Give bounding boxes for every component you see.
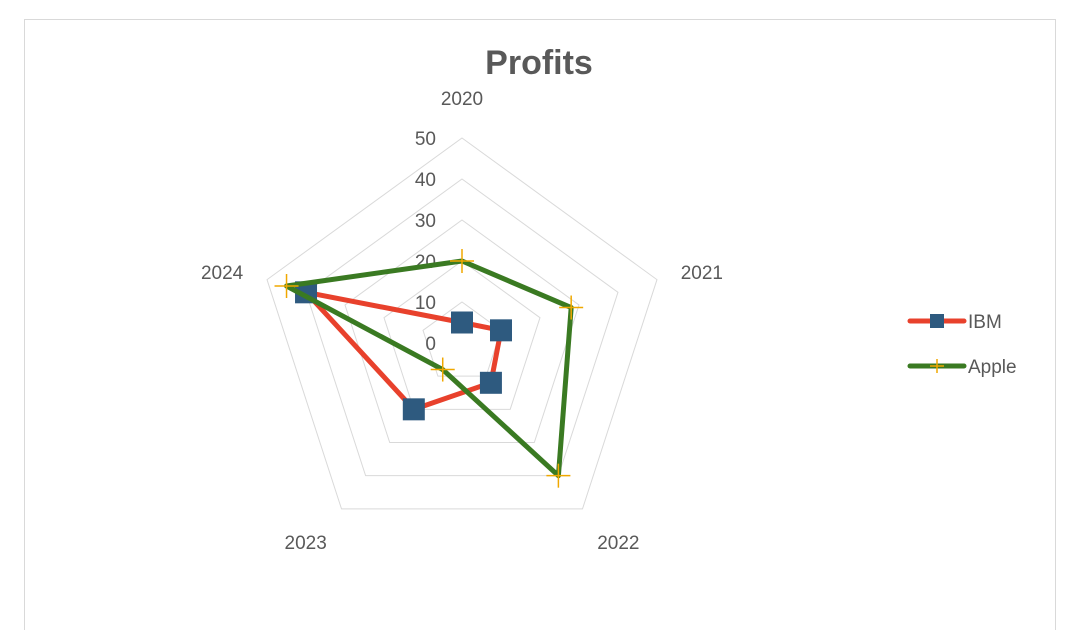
tick-label: 10	[415, 293, 436, 314]
data-point-square	[479, 371, 502, 394]
category-label: 2023	[285, 533, 327, 554]
legend-label: IBM	[968, 312, 1002, 333]
series-ibm	[295, 281, 512, 421]
grid-ring	[266, 137, 658, 510]
category-labels: 2020 2021 2022 2023 2024	[201, 89, 723, 554]
category-label: 2024	[201, 263, 244, 284]
data-point-plus	[559, 295, 584, 320]
category-label: 2021	[681, 263, 723, 284]
series-group	[274, 249, 584, 488]
legend-item-apple: Apple	[907, 357, 1017, 378]
grid-ring	[344, 219, 580, 444]
tick-label: 30	[415, 211, 436, 232]
data-point-plus	[450, 249, 474, 273]
grid-ring	[305, 178, 619, 477]
data-point-square	[489, 319, 512, 342]
legend-item-ibm: IBM	[907, 312, 1002, 333]
radar-grid	[266, 137, 658, 510]
data-point-plus	[546, 463, 571, 488]
legend-label: Apple	[968, 357, 1017, 378]
data-point-plus	[430, 357, 455, 382]
tick-label: 50	[415, 129, 436, 150]
legend: IBM Apple	[907, 312, 1017, 378]
series-line	[284, 258, 574, 479]
tick-label: 20	[415, 252, 436, 273]
data-point-square	[930, 314, 944, 328]
tick-label: 40	[415, 170, 436, 191]
category-label: 2022	[597, 533, 639, 554]
data-point-plus	[930, 359, 944, 373]
tick-label: 0	[425, 334, 436, 355]
data-point-square	[451, 311, 473, 334]
data-point-plus	[274, 273, 299, 298]
chart-frame	[24, 19, 1056, 630]
category-label: 2020	[441, 89, 483, 110]
series-apple	[274, 249, 584, 488]
chart-title: Profits	[485, 44, 593, 82]
data-point-square	[402, 398, 425, 421]
radial-tick-labels: 0 10 20 30 40 50	[415, 129, 436, 355]
